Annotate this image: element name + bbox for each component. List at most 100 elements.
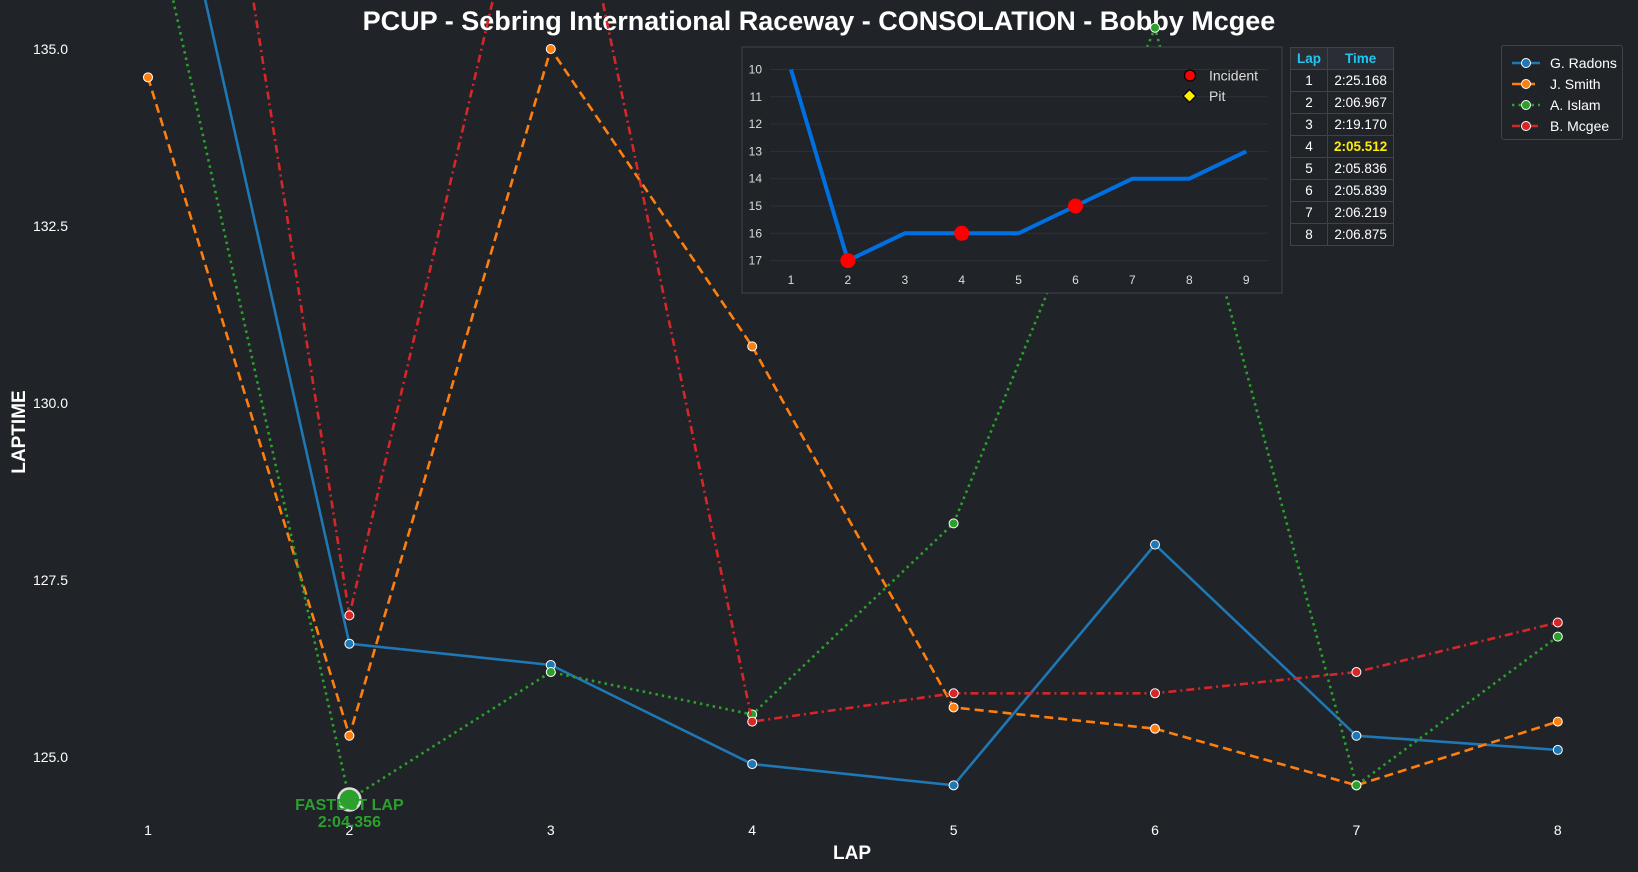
inset-y-tick-label: 11 [750,90,763,104]
incident-legend-icon [1183,69,1197,82]
y-tick-label: 127.5 [33,572,68,588]
lap-time-cell: 2:05.836 [1327,157,1395,180]
table-row: 7 2:06.219 [1289,201,1395,224]
inset-x-tick-label: 1 [788,273,795,287]
y-axis-ticks: 125.0127.5130.0132.5135.0137.5140.0142.5… [33,41,68,765]
lap-column-header: Lap [1289,47,1329,70]
data-point [948,702,959,713]
x-tick-label: 8 [1554,822,1562,838]
data-point [1351,667,1362,678]
inset-y-tick-label: 14 [749,172,763,186]
lap-number-cell: 1 [1289,69,1329,92]
lap-time-cell: 2:06.967 [1327,91,1395,114]
fastest-lap-marker [337,787,362,812]
x-tick-label: 7 [1353,822,1361,838]
inset-x-tick-label: 9 [1243,273,1250,287]
incident-marker [954,225,970,241]
x-axis-label: LAP [833,843,871,864]
legend-swatch [1512,58,1540,68]
time-column-header: Time [1327,47,1395,70]
series-layer [143,0,1563,805]
inset-y-tick-label: 17 [749,254,763,268]
data-point [344,610,355,621]
lap-time-cell: 2:06.219 [1327,201,1395,224]
inset-legend: Incident Pit [1182,68,1258,104]
x-axis-ticks: 1 2 3 4 5 6 7 8 [144,822,1562,838]
data-point [1552,631,1563,642]
data-point [344,638,355,649]
incident-legend-label: Incident [1209,68,1258,84]
series-g-radons [203,0,1563,791]
data-point [1552,744,1563,755]
data-point [1150,723,1160,734]
y-tick-label: 132.5 [33,218,68,234]
best-lap-time-cell: 2:05.512 [1327,135,1395,158]
pit-legend-label: Pit [1209,88,1225,104]
incident-marker [840,253,856,269]
y-tick-label: 125.0 [33,749,68,765]
x-tick-label: 4 [748,822,756,838]
lap-time-cell: 2:19.170 [1327,113,1395,136]
data-point [143,72,153,83]
lap-number-cell: 5 [1289,157,1329,180]
inset-y-tick-label: 15 [749,199,763,213]
data-point [948,780,959,791]
incident-marker [1068,198,1083,214]
table-row: 1 2:25.168 [1289,69,1395,92]
table-row: 6 2:05.839 [1289,179,1395,202]
data-point [1150,539,1160,550]
table-header-row: Lap Time [1289,47,1395,70]
lap-time-cell: 2:05.839 [1327,179,1395,202]
inset-series [789,68,1248,269]
lap-number-cell: 7 [1289,201,1329,224]
data-point [545,667,556,678]
lap-time-cell: 2:06.875 [1327,223,1395,246]
x-tick-label: 2 [346,822,354,838]
inset-x-tick-label: 2 [845,273,852,287]
legend-label: G. Radons [1550,55,1617,71]
series-line [146,45,1559,787]
table-row: 4 2:05.512 [1289,135,1395,158]
data-point [1150,22,1160,33]
fastest-lap-time: 2:04.356 [318,814,381,831]
legend-label: B. Mcgee [1550,118,1610,134]
table-row: 5 2:05.836 [1289,157,1395,180]
lap-number-cell: 3 [1289,113,1329,136]
y-tick-label: 130.0 [33,395,68,411]
data-point [1552,617,1563,628]
lap-number-cell: 6 [1289,179,1329,202]
lap-number-cell: 4 [1289,135,1329,158]
x-tick-label: 1 [144,822,152,838]
x-tick-label: 6 [1151,822,1159,838]
data-point [1150,688,1160,699]
legend-item: B. Mcgee [1510,116,1622,136]
data-point [1552,716,1563,727]
y-tick-label: 135.0 [33,41,68,57]
inset-x-ticks: 1 2 3 4 5 6 7 8 9 [788,273,1250,287]
table-row: 2 2:06.967 [1289,91,1395,114]
inset-y-tick-label: 13 [749,144,763,158]
series-b-mcgee [251,0,1563,727]
inset-y-tick-label: 10 [749,63,763,77]
inset-frame [741,46,1283,294]
data-point [1351,780,1362,791]
data-point [747,759,758,770]
inset-x-tick-label: 7 [1129,273,1136,287]
position-line [789,68,1248,263]
data-point [1351,730,1362,741]
legend-label: A. Islam [1550,97,1601,113]
x-tick-label: 5 [950,822,958,838]
inset-x-tick-label: 3 [901,273,908,287]
data-point [747,341,758,352]
inset-x-tick-label: 4 [958,273,965,287]
data-point [948,518,959,529]
lap-number-cell: 2 [1289,91,1329,114]
legend-swatch [1512,100,1540,110]
series-line [203,0,1558,787]
table-row: 8 2:06.875 [1289,223,1395,246]
legend-item: A. Islam [1510,95,1622,115]
legend-swatch [1512,79,1540,89]
